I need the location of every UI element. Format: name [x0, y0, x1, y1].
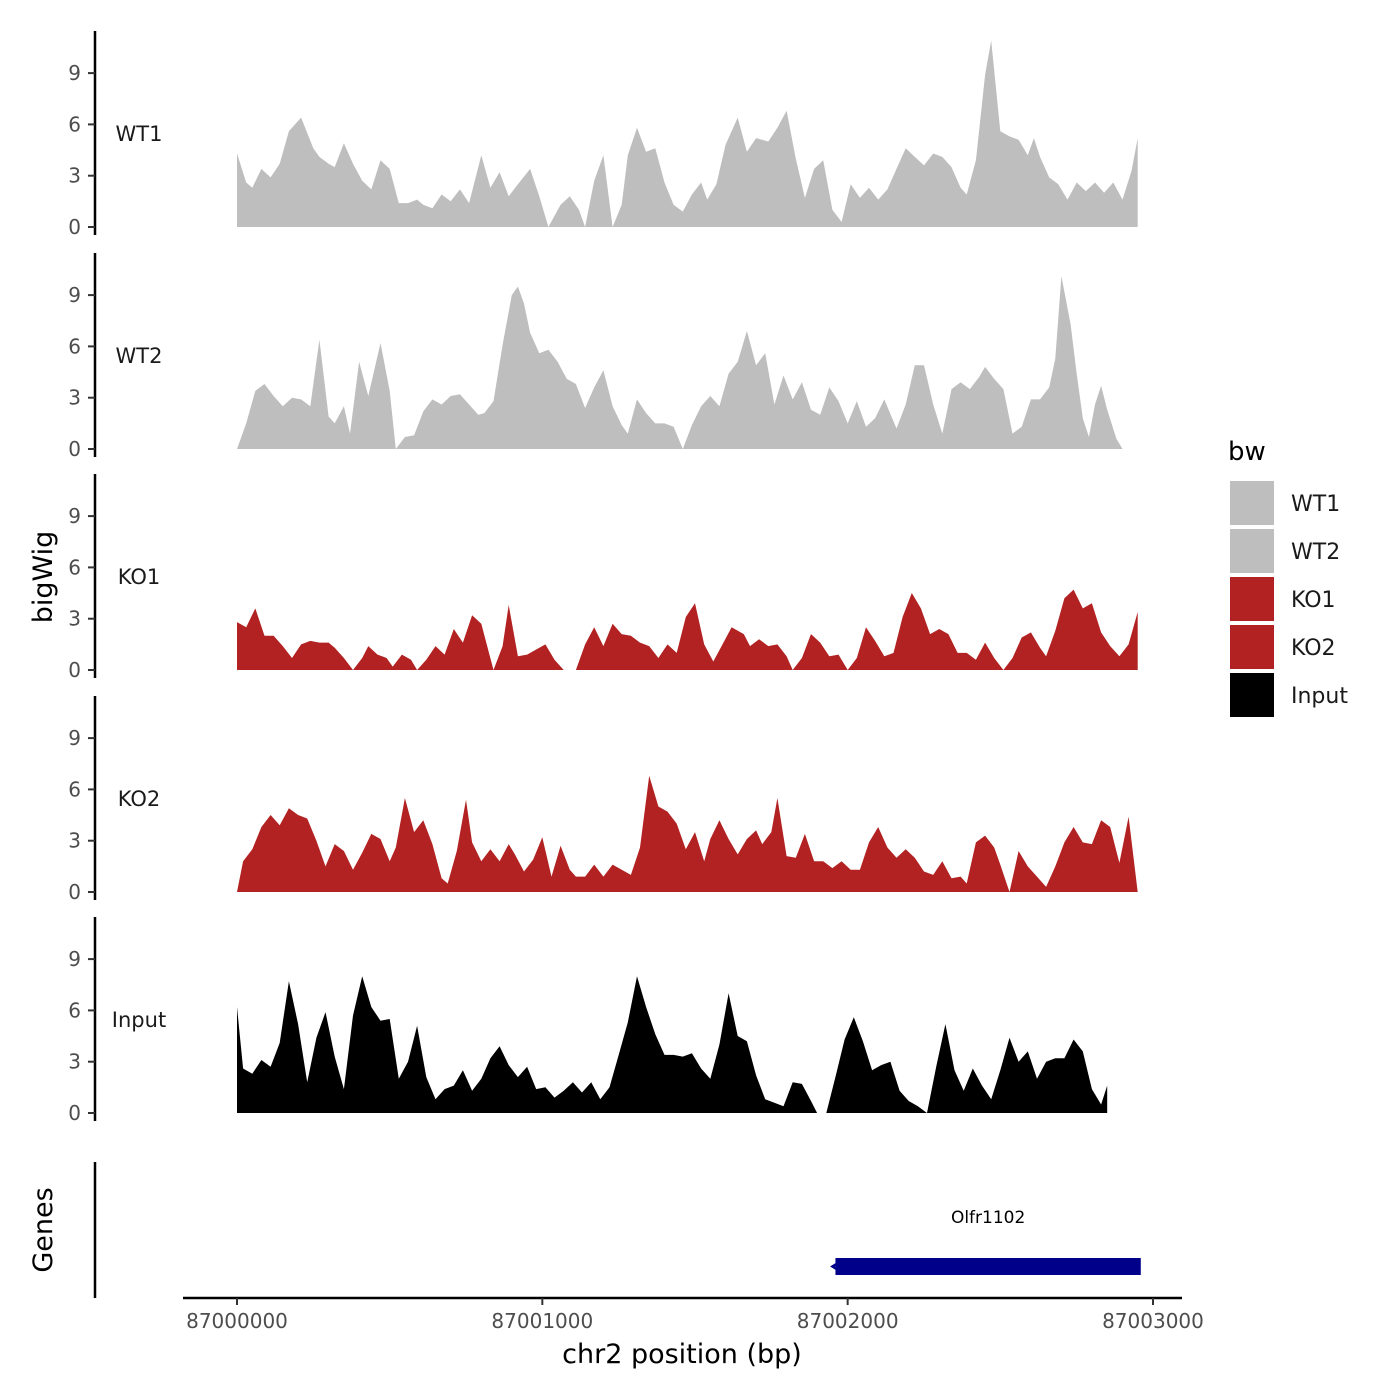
track-label-ko1: KO1 [118, 565, 161, 589]
legend-label-input: Input [1291, 684, 1348, 709]
y-tick-label-ko1-6: 6 [68, 555, 81, 579]
y-tick-label-wt2-6: 6 [68, 334, 81, 358]
genes-panel: Genes Olfr1102 [28, 1162, 1141, 1298]
track-ko2: 0 3 6 9 KO2 [68, 696, 1138, 904]
legend-key-input [1230, 673, 1274, 717]
tracks-layer: 0 3 6 9 WT1 0 3 6 9 WT2 0 3 6 9 KO1 0 3 6 9 KO2 0 3 6 9 Input [68, 31, 1138, 1125]
y-tick-label-ko1-0: 0 [68, 658, 81, 682]
x-tick-label-87000000: 87000000 [186, 1309, 288, 1333]
y-tick-label-wt1-6: 6 [68, 112, 81, 136]
area-input [237, 976, 1108, 1113]
gene-body-olfr1102 [835, 1258, 1141, 1275]
track-label-input: Input [112, 1008, 166, 1032]
y-tick-label-input-6: 6 [68, 998, 81, 1022]
x-tick-label-87001000: 87001000 [491, 1309, 593, 1333]
legend-label-ko1: KO1 [1291, 588, 1336, 613]
y-tick-label-ko1-3: 3 [68, 607, 81, 631]
genes-axis-title: Genes [28, 1187, 59, 1272]
x-tick-label-87002000: 87002000 [797, 1309, 899, 1333]
legend-label-wt2: WT2 [1291, 540, 1340, 565]
y-tick-label-ko2-3: 3 [68, 829, 81, 853]
legend-label-ko2: KO2 [1291, 636, 1336, 661]
track-label-wt1: WT1 [116, 122, 163, 146]
x-tick-label-87003000: 87003000 [1102, 1309, 1204, 1333]
y-tick-label-wt1-0: 0 [68, 215, 81, 239]
y-tick-label-ko2-6: 6 [68, 777, 81, 801]
y-tick-label-wt1-9: 9 [68, 61, 81, 85]
y-tick-label-input-9: 9 [68, 947, 81, 971]
y-tick-label-ko1-9: 9 [68, 504, 81, 528]
x-axis-title: chr2 position (bp) [562, 1339, 802, 1370]
area-ko1 [237, 589, 1138, 670]
track-label-wt2: WT2 [116, 344, 163, 368]
x-ticks: 87000000 87001000 87002000 87003000 [186, 1298, 1204, 1333]
area-wt2 [237, 276, 1123, 449]
track-input: 0 3 6 9 Input [68, 917, 1108, 1125]
area-wt1 [237, 40, 1138, 227]
y-axis-title: bigWig [28, 531, 59, 624]
area-ko2 [237, 775, 1138, 892]
legend-key-ko2 [1230, 625, 1274, 669]
track-wt2: 0 3 6 9 WT2 [68, 253, 1123, 461]
genes-layer: Olfr1102 [830, 1208, 1141, 1275]
legend-entries: WT1 WT2 KO1 KO2 Input [1230, 481, 1348, 717]
gene-olfr1102: Olfr1102 [830, 1208, 1141, 1275]
legend-key-ko1 [1230, 577, 1274, 621]
gene-label-olfr1102: Olfr1102 [951, 1208, 1025, 1228]
track-wt1: 0 3 6 9 WT1 [68, 31, 1138, 239]
y-tick-label-ko2-0: 0 [68, 880, 81, 904]
legend: bw WT1 WT2 KO1 KO2 Input [1228, 437, 1348, 717]
track-label-ko2: KO2 [118, 787, 161, 811]
gene-strand-marker-olfr1102 [830, 1259, 843, 1274]
y-tick-label-wt2-3: 3 [68, 386, 81, 410]
x-axis: 87000000 87001000 87002000 87003000 chr2 po… [183, 1296, 1204, 1370]
legend-key-wt2 [1230, 529, 1274, 573]
y-tick-label-input-3: 3 [68, 1050, 81, 1074]
y-tick-label-ko2-9: 9 [68, 726, 81, 750]
track-ko1: 0 3 6 9 KO1 [68, 474, 1138, 682]
y-tick-label-wt1-3: 3 [68, 164, 81, 188]
legend-title: bw [1228, 437, 1266, 467]
legend-label-wt1: WT1 [1291, 492, 1340, 517]
y-tick-label-wt2-9: 9 [68, 283, 81, 307]
y-tick-label-input-0: 0 [68, 1101, 81, 1125]
legend-key-wt1 [1230, 481, 1274, 525]
y-tick-label-wt2-0: 0 [68, 437, 81, 461]
